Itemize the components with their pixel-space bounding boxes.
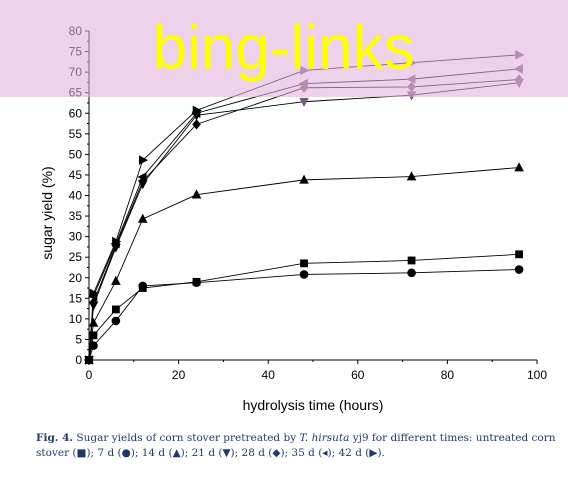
y-tick-label: 50 <box>69 147 83 161</box>
x-axis-title: hydrolysis time (hours) <box>243 397 384 413</box>
x-tick-label: 60 <box>351 368 365 382</box>
data-point-triangle-right <box>89 288 99 299</box>
data-point-circle <box>138 281 148 291</box>
data-point-square <box>515 250 523 259</box>
y-tick-label: 15 <box>69 291 83 305</box>
data-point-triangle-up <box>88 317 99 327</box>
watermark-text: bing-links <box>153 13 415 83</box>
series-line-triangle-up <box>88 167 520 361</box>
series-diamond <box>84 74 524 366</box>
y-tick-label: 25 <box>69 250 83 264</box>
data-point-triangle-up <box>111 275 121 285</box>
data-point-triangle-down <box>299 97 309 108</box>
x-tick-label: 0 <box>86 368 93 382</box>
series-circle <box>84 265 524 365</box>
data-point-circle <box>514 265 524 274</box>
figure-caption: Fig. 4. Sugar yields of corn stover pret… <box>36 431 556 461</box>
y-tick-label: 20 <box>69 271 83 285</box>
series-line-diamond <box>88 79 520 361</box>
y-tick-label: 60 <box>69 106 83 120</box>
data-point-triangle-up <box>299 174 309 184</box>
x-tick-label: 100 <box>527 368 547 382</box>
series-triangle-down <box>84 79 524 366</box>
x-tick-label: 80 <box>441 368 455 382</box>
data-point-circle <box>111 316 121 326</box>
data-point-circle <box>192 278 201 287</box>
series-line-square <box>88 253 520 361</box>
data-point-triangle-right <box>192 105 202 116</box>
data-point-square <box>89 331 98 340</box>
data-point-diamond <box>192 119 201 130</box>
data-point-circle <box>299 270 309 279</box>
caption-text-before: Sugar yields of corn stover pretreated b… <box>76 432 297 444</box>
caption-text-after: yj9 for different times: untreated corn … <box>36 432 556 459</box>
x-tick-label: 40 <box>262 368 276 382</box>
data-point-triangle-up <box>406 171 417 181</box>
caption-species: T. hirsuta <box>299 432 350 444</box>
data-point-triangle-up <box>191 189 202 199</box>
data-point-triangle-up <box>137 213 148 223</box>
y-tick-label: 30 <box>69 230 83 244</box>
series-triangle-up <box>84 162 524 364</box>
series-square <box>85 250 523 364</box>
caption-label: Fig. 4. <box>36 432 74 444</box>
y-tick-label: 5 <box>75 332 82 346</box>
watermark-banner <box>0 0 568 97</box>
data-point-triangle-right <box>85 355 95 365</box>
data-point-triangle-right <box>138 155 149 165</box>
data-point-square <box>111 305 120 314</box>
data-point-circle <box>407 268 416 278</box>
chart-series-layer <box>83 50 525 366</box>
y-tick-label: 35 <box>69 209 83 223</box>
data-point-triangle-up <box>514 162 524 172</box>
y-tick-label: 0 <box>75 353 82 367</box>
data-point-triangle-left <box>137 172 147 182</box>
y-tick-label: 40 <box>69 189 83 203</box>
data-point-triangle-right <box>112 236 122 247</box>
x-tick-label: 20 <box>172 368 186 382</box>
series-line-triangle-down <box>88 82 520 361</box>
series-triangle-left <box>83 64 523 365</box>
series-line-circle <box>88 269 520 361</box>
series-triangle-right <box>85 50 525 365</box>
y-axis-title: sugar yield (%) <box>39 166 55 259</box>
y-tick-label: 10 <box>69 312 83 326</box>
y-tick-label: 55 <box>69 127 83 141</box>
data-point-square <box>407 256 416 265</box>
data-point-square <box>300 259 308 268</box>
y-tick-label: 45 <box>69 168 83 182</box>
